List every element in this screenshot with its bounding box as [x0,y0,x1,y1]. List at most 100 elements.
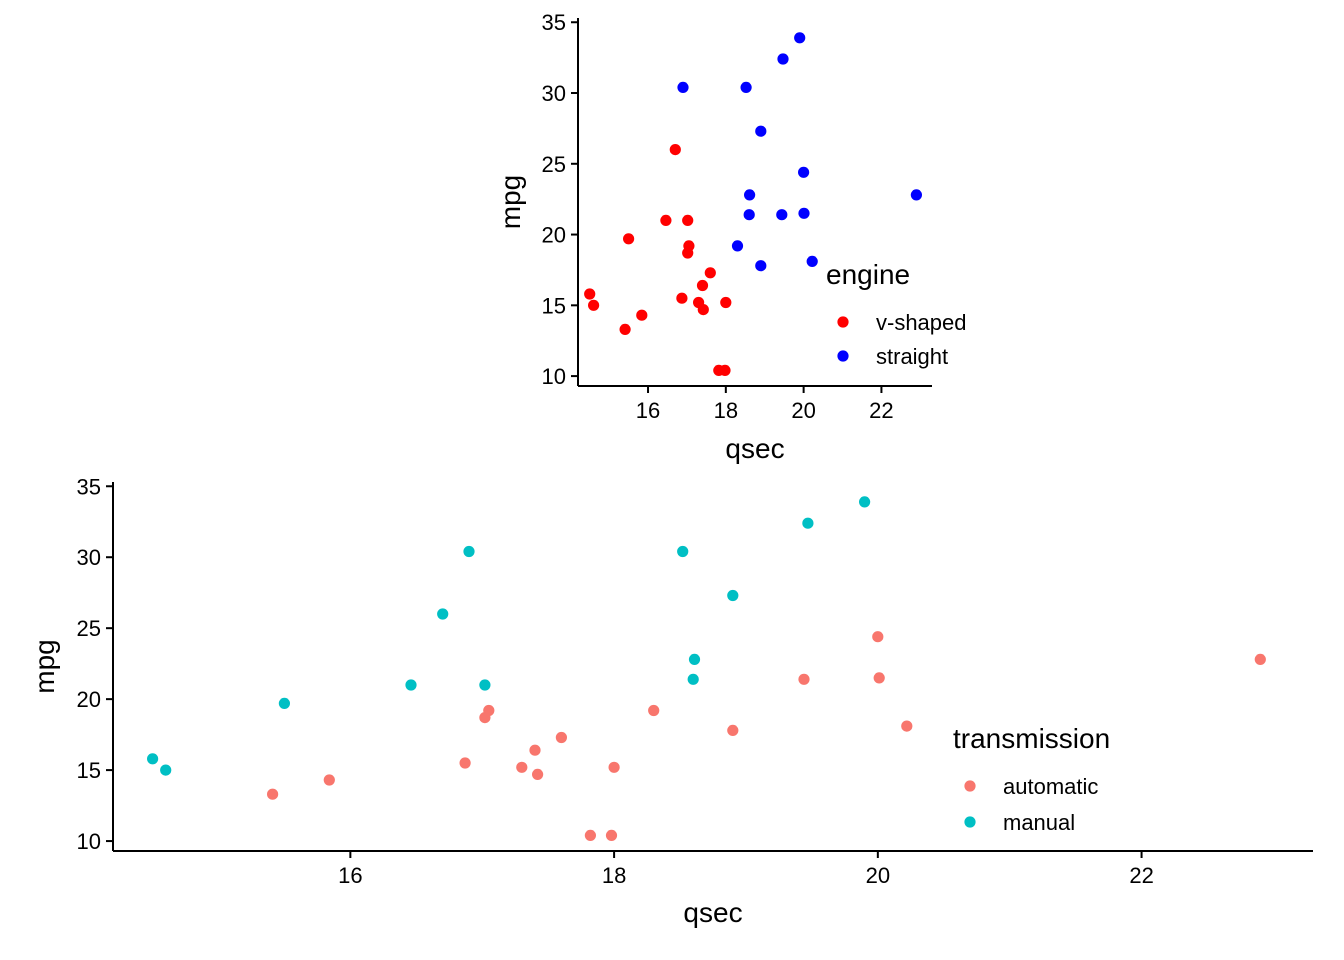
data-point [677,545,689,558]
data-point [323,774,335,786]
data-point [720,296,732,309]
y-axis-label: mpg [495,175,526,229]
y-tick-label: 20 [77,687,101,712]
data-point [584,288,596,300]
data-point [660,214,672,226]
y-ticks: 10 15 20 25 30 35 [77,474,113,854]
x-ticks: 16 18 20 22 [338,851,1154,888]
legend-key [964,816,976,828]
data-point [459,757,471,769]
data-point [859,496,871,508]
y-axis-label: mpg [29,639,60,693]
y-tick-label: 35 [77,474,101,499]
data-point [1254,653,1266,666]
data-point [688,653,701,666]
y-tick-label: 10 [542,364,566,389]
y-tick-label: 10 [77,829,101,854]
transmission-legend: transmission automatic manual [953,723,1110,835]
legend-key [837,350,849,362]
y-tick-label: 15 [77,758,101,783]
data-point [687,673,699,685]
data-point [588,299,600,311]
data-point [755,260,767,272]
y-tick-label: 30 [77,545,101,570]
data-point [636,309,648,321]
transmission-scatter-panel: 16 18 20 22 10 15 20 25 30 35 qsec mpg transmiss… [29,474,1313,928]
data-point [704,267,716,279]
data-point [147,753,159,765]
data-point [437,608,449,620]
x-tick-label: 20 [791,398,815,423]
data-point [669,144,681,156]
data-point [798,207,810,219]
legend-label: v-shaped [876,310,967,335]
data-point [623,233,635,245]
x-axis-label: qsec [725,433,784,464]
data-point [806,255,818,267]
data-point [802,517,814,529]
data-point [731,240,744,252]
data-point [798,166,810,178]
legend-label: manual [1003,810,1075,835]
data-point [160,764,172,776]
y-tick-label: 35 [542,10,566,35]
data-point [619,323,631,335]
data-point [798,673,810,685]
data-point [910,189,923,201]
x-axis-label: qsec [683,897,742,928]
x-tick-label: 20 [866,863,890,888]
engine-scatter-panel: 16 18 20 22 10 15 20 25 30 35 qsec mpg engine v-… [495,10,967,464]
x-tick-label: 22 [869,398,893,423]
x-tick-label: 18 [714,398,738,423]
legend-key [964,780,976,792]
data-point [529,744,541,756]
data-point [776,209,788,221]
x-tick-label: 16 [636,398,660,423]
data-point [479,679,491,691]
y-tick-label: 15 [542,293,566,318]
data-point [405,679,417,691]
data-point [483,704,495,717]
x-tick-label: 22 [1129,863,1153,888]
engine-points [584,32,923,376]
transmission-points [147,496,1266,842]
data-point [696,279,709,292]
legend-title: transmission [953,723,1110,754]
data-point [744,189,756,201]
data-point [683,240,695,252]
data-point [676,292,688,304]
data-point [532,768,544,781]
data-point [648,704,660,717]
x-tick-label: 18 [602,863,626,888]
data-point [267,788,279,800]
data-point [901,720,913,732]
data-point [713,364,725,376]
data-point [677,81,689,93]
data-point [755,125,767,137]
data-point [608,761,620,773]
data-point [555,731,568,744]
y-tick-label: 30 [542,81,566,106]
data-point [463,545,475,558]
y-tick-label: 20 [542,223,566,248]
data-point [777,53,789,65]
data-point [794,32,806,44]
legend-title: engine [826,259,910,290]
data-point [743,209,755,221]
legend-key [837,316,849,328]
data-point [727,724,739,737]
x-tick-label: 16 [338,863,362,888]
data-point [740,81,752,93]
data-point [727,589,739,602]
y-tick-label: 25 [77,616,101,641]
data-point [584,829,597,842]
y-tick-label: 25 [542,152,566,177]
x-ticks: 16 18 20 22 [636,386,894,423]
data-point [682,214,694,226]
data-point [605,829,618,842]
engine-legend: engine v-shaped straight [826,259,967,369]
data-point [872,631,884,643]
y-ticks: 10 15 20 25 30 35 [542,10,578,389]
legend-label: straight [876,344,948,369]
